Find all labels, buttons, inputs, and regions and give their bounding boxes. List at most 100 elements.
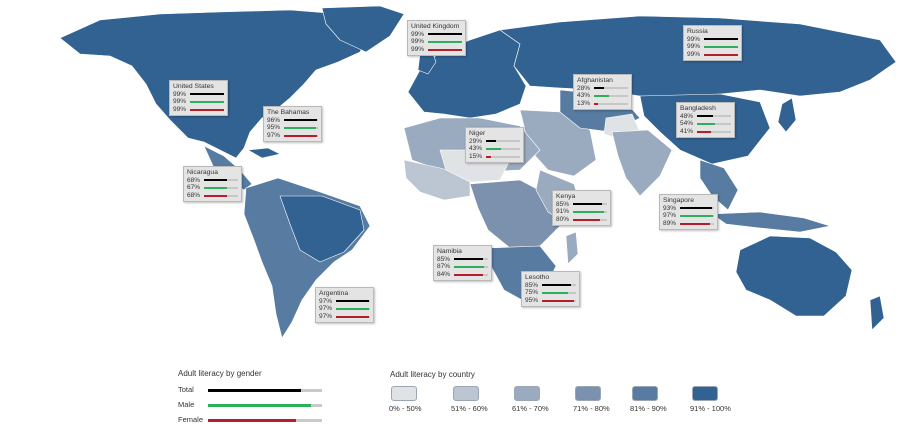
callout-bar-track-total [336,300,370,303]
callout-pct-total: 99% [687,35,701,43]
callout-bar-track-total [697,115,731,118]
callout-bar-female [697,130,711,133]
callout-bar-track-female [204,194,238,197]
callout-bar-track-total [594,87,628,90]
callout-bar-female [428,48,462,51]
callout-bar-total [204,179,228,182]
callout-row-total: 85% [525,282,576,290]
gender-legend-label-female: Female [178,415,204,424]
callout-bar-track-male [704,45,738,48]
callout-bar-track-male [594,94,628,97]
callout-bar-male [573,210,604,213]
callout-pct-female: 15% [469,152,483,160]
callout-row-male: 43% [469,145,520,153]
callout-country-name: Lesotho [525,274,550,281]
callout-bar-track-female [697,130,731,133]
callout-country-name: Namibia [437,248,462,255]
callout-row-female: 68% [187,192,238,200]
callout-row-female: 99% [411,46,462,54]
callout-pct-male: 97% [319,305,333,313]
callout-bar-track-female [704,53,738,56]
callout-argentina: Argentina 97% 97% 97% [315,287,374,324]
callout-pct-total: 85% [525,281,539,289]
callout-bar-track-total [704,38,738,41]
callout-row-female: 99% [687,51,738,59]
country-legend-label: 51% - 60% [451,404,488,413]
callout-namibia: Namibia 85% 87% 84% [433,245,492,282]
callout-bar-male [454,265,484,268]
callout-row-male: 95% [267,124,318,132]
callout-row-total: 97% [319,298,370,306]
callout-country-name: Niger [469,130,486,137]
callout-row-total: 29% [469,138,520,146]
callout-bar-male [594,94,609,97]
callout-bar-track-total [486,140,520,143]
callout-bar-male [542,291,568,294]
callout-row-male: 99% [411,38,462,46]
callout-pct-female: 13% [577,99,591,107]
callout-pct-female: 99% [687,50,701,58]
callout-bar-track-male [204,186,238,189]
callout-row-female: 80% [556,216,607,224]
callout-row-female: 97% [319,313,370,321]
callout-country-name: United Kingdom [411,23,460,30]
callout-bar-track-male [454,265,488,268]
callout-bar-male [190,100,224,103]
callout-bar-total [680,207,712,210]
callout-pct-female: 89% [663,219,677,227]
callout-pct-female: 97% [267,131,281,139]
region-australia [735,235,853,317]
callout-pct-male: 75% [525,289,539,297]
country-legend-label: 81% - 90% [630,404,667,413]
callout-nicaragua: Nicaragua 68% 67% 68% [183,166,242,203]
region-west-africa [403,159,471,201]
callout-bar-male [336,307,369,310]
callout-row-male: 97% [319,305,370,313]
region-madagascar [565,231,579,265]
callout-bar-track-male [284,126,318,129]
callout-bar-track-total [204,179,238,182]
callout-pct-male: 67% [187,184,201,192]
callout-pct-total: 85% [556,200,570,208]
region-new-zealand [869,295,885,331]
gender-legend-bar-total [208,389,302,392]
region-japan [777,97,797,133]
callout-row-total: 68% [187,177,238,185]
region-southeast-asia [699,159,739,211]
callout-bar-track-total [190,93,224,96]
callout-bar-male [428,40,462,43]
callout-bar-track-total [680,207,714,210]
gender-legend-title: Adult literacy by gender [178,369,262,378]
callout-bar-track-male [542,291,576,294]
callout-pct-female: 97% [319,312,333,320]
region-south-asia [611,129,673,197]
callout-country-name: Nicaragua [187,169,218,176]
callout-bar-total [486,140,496,143]
callout-row-female: 95% [525,297,576,305]
callout-row-total: 93% [663,205,714,213]
country-legend-label: 61% - 70% [512,404,549,413]
callout-bar-track-female [594,102,628,105]
callout-row-female: 84% [437,271,488,279]
callout-bar-track-male [486,147,520,150]
callout-country-name: The Bahamas [267,109,310,116]
callout-bar-total [454,258,483,261]
callout-bar-track-male [190,100,224,103]
region-brazil [279,195,365,263]
callout-kenya: Kenya 85% 91% 80% [552,190,611,227]
callout-bar-track-male [680,214,714,217]
callout-country-name: Argentina [319,290,349,297]
country-legend-swatch [391,386,417,401]
callout-pct-male: 95% [267,124,281,132]
callout-bar-female [336,315,369,318]
callout-pct-male: 87% [437,263,451,271]
callout-afghanistan: Afghanistan 28% 43% 13% [573,74,632,111]
callout-bar-total [697,115,714,118]
callout-row-male: 99% [173,98,224,106]
callout-row-female: 97% [267,132,318,140]
callout-bar-track-male [573,210,607,213]
callout-row-female: 41% [680,128,731,136]
callout-pct-female: 95% [525,296,539,304]
country-legend-swatch [453,386,479,401]
callout-bar-track-female [454,273,488,276]
